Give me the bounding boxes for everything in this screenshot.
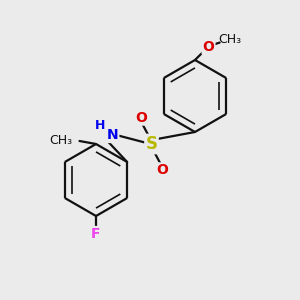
Text: CH₃: CH₃ xyxy=(218,33,241,46)
Text: O: O xyxy=(202,40,214,53)
Text: S: S xyxy=(146,135,158,153)
Text: O: O xyxy=(135,111,147,124)
Text: N: N xyxy=(107,128,118,142)
Text: F: F xyxy=(91,227,101,241)
Text: O: O xyxy=(156,164,168,177)
Text: H: H xyxy=(95,119,105,132)
Text: CH₃: CH₃ xyxy=(49,134,72,148)
